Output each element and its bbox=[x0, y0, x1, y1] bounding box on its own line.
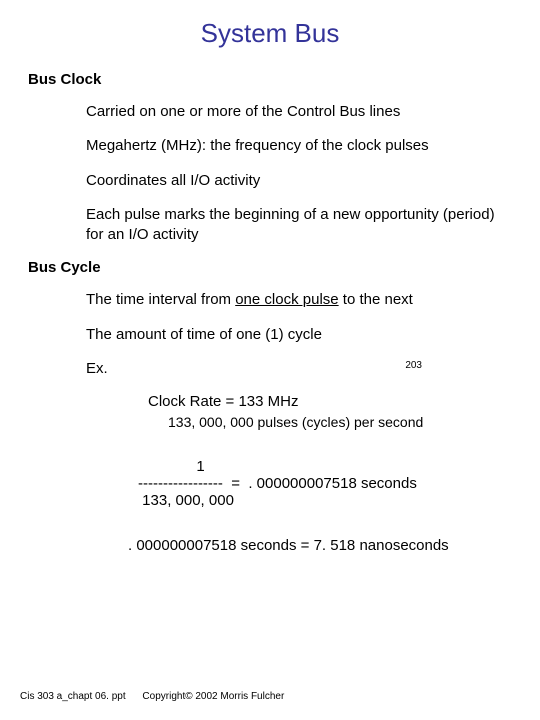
underlined-text: one clock pulse bbox=[235, 291, 338, 308]
section-heading-bus-cycle: Bus Cycle bbox=[28, 259, 512, 276]
footer-copyright: Copyright© 2002 Morris Fulcher bbox=[142, 691, 284, 702]
fraction-block: 1 ----------------- = . 000000007518 sec… bbox=[138, 458, 512, 509]
example-content: Clock Rate = 133 MHz 133, 000, 000 pulse… bbox=[98, 393, 512, 554]
section-heading-bus-clock: Bus Clock bbox=[28, 71, 512, 88]
slide-footer: Cis 303 a_chapt 06. ppt Copyright© 2002 … bbox=[20, 691, 298, 702]
example-row: Ex. 203 bbox=[86, 359, 512, 379]
slide-title: System Bus bbox=[28, 18, 512, 49]
bullet-item: Coordinates all I/O activity bbox=[86, 171, 512, 191]
bullet-item: Carried on one or more of the Control Bu… bbox=[86, 102, 512, 122]
bullet-item: The time interval from one clock pulse t… bbox=[86, 290, 512, 310]
example-label: Ex. bbox=[86, 359, 108, 379]
text-fragment: The time interval from bbox=[86, 291, 235, 308]
text-fragment: to the next bbox=[339, 291, 413, 308]
bullet-item: Megahertz (MHz): the frequency of the cl… bbox=[86, 136, 512, 156]
fraction-numerator: 1 bbox=[138, 458, 512, 475]
page-number: 203 bbox=[405, 359, 422, 379]
bullet-item: Each pulse marks the beginning of a new … bbox=[86, 205, 512, 246]
result-line: . 000000007518 seconds = 7. 518 nanoseco… bbox=[128, 537, 512, 554]
fraction-denominator: 133, 000, 000 bbox=[138, 492, 512, 509]
bullet-item: The amount of time of one (1) cycle bbox=[86, 325, 512, 345]
footer-filename: Cis 303 a_chapt 06. ppt bbox=[20, 691, 126, 702]
clock-rate-line: Clock Rate = 133 MHz bbox=[148, 393, 512, 410]
fraction-divider: ----------------- = . 000000007518 secon… bbox=[138, 475, 512, 492]
pulses-line: 133, 000, 000 pulses (cycles) per second bbox=[168, 414, 512, 430]
